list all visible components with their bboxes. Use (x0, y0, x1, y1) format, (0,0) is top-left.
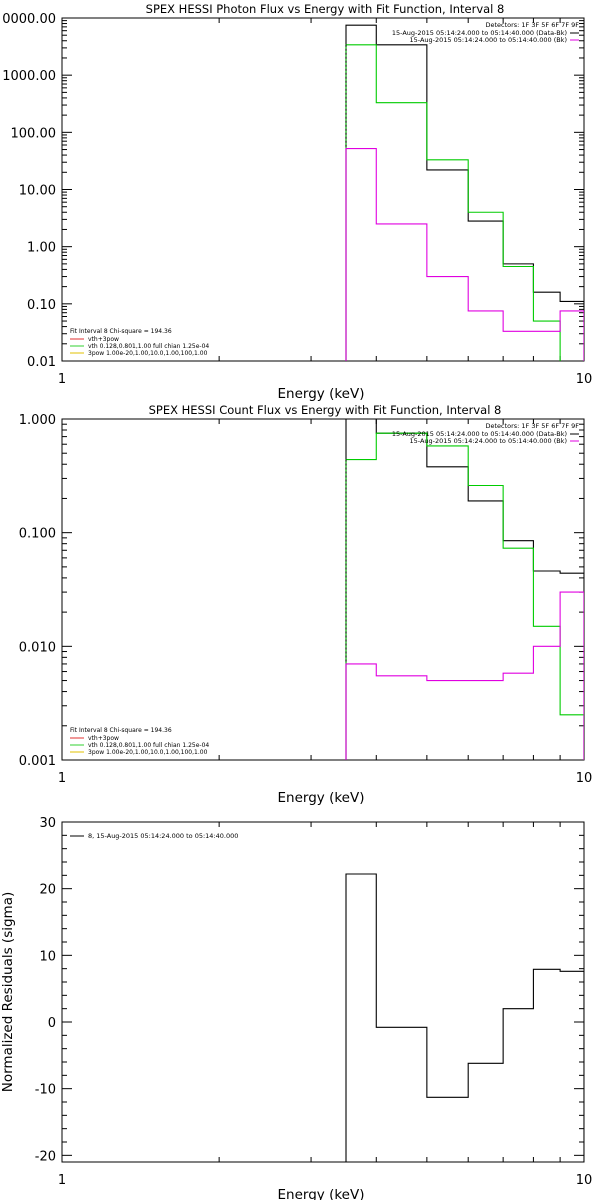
legend-left-entry: 3pow 1.00e-20,1.00,10.0,1.00,100,1.00 (88, 749, 208, 756)
legend-left-header: Fit Interval 8 Chi-square = 194.36 (70, 727, 172, 734)
legend-right-entry: 15-Aug-2015 05:14:24.000 to 05:14:40.000… (410, 437, 567, 445)
series-group (345, 419, 584, 760)
plot-frame (61, 821, 585, 1163)
legend-left-entry: vth+3pow (88, 735, 119, 742)
y-tick-label: 100.00 (11, 126, 57, 141)
y-tick-label: -20 (35, 1149, 56, 1164)
series-resid-line (345, 873, 584, 1162)
series-data-line (345, 419, 584, 760)
series-bk-line (345, 148, 584, 361)
y-tick-label: 20 (39, 883, 56, 898)
legend-left-entry: 3pow 1.00e-20,1.00,10.0,1.00,100,1.00 (88, 350, 208, 357)
legend-right-header: Detectors: 1F 3F 5F 6F 7F 9F (485, 21, 579, 29)
y-tick-label: 0 (48, 1016, 56, 1031)
series-group (345, 873, 584, 1162)
legend-left-entry: vth 0.128,0.801,1.00 full chian 1.25e-04 (88, 742, 209, 749)
legend-left-entry: 8, 15-Aug-2015 05:14:24.000 to 05:14:40.… (88, 832, 238, 840)
x-axis-label: Energy (keV) (278, 1187, 365, 1200)
y-tick-label: -10 (35, 1083, 56, 1098)
photon-flux-panel: SPEX HESSI Photon Flux vs Energy with Fi… (2, 2, 592, 402)
series-fit-line (345, 432, 584, 760)
series-group (345, 24, 584, 361)
series-data-line (345, 24, 584, 361)
series-bk-line (345, 591, 584, 760)
y-tick-label: 0.01 (27, 355, 56, 370)
series-fit-line (345, 44, 561, 361)
legend-right-entry: 15-Aug-2015 05:14:24.000 to 05:14:40.000… (392, 430, 567, 438)
y-tick-label: 0.001 (19, 754, 56, 769)
x-axis-label: Energy (keV) (278, 790, 365, 806)
y-axis-label: Normalized Residuals (sigma) (0, 892, 16, 1093)
y-tick-label: 0.10 (27, 298, 56, 313)
y-tick-label: 0.100 (19, 527, 56, 542)
x-tick-label: 1 (58, 1173, 66, 1188)
plot-frame (61, 17, 585, 362)
legend-right-header: Detectors: 1F 3F 5F 6F 7F 9F (485, 422, 579, 430)
y-tick-label: 0000.00 (2, 12, 56, 27)
chart-title: SPEX HESSI Count Flux vs Energy with Fit… (149, 403, 502, 417)
chart-title: SPEX HESSI Photon Flux vs Energy with Fi… (146, 2, 505, 16)
x-tick-label: 10 (576, 372, 593, 387)
residuals-panel: 1 10 Energy (keV) 30 20 10 0 -10 -20 Normalized R… (0, 816, 592, 1200)
legend-left-header: Fit Interval 8 Chi-square = 194.36 (70, 328, 172, 335)
y-tick-label: 1000.00 (2, 69, 56, 84)
plot-frame (61, 418, 585, 761)
x-axis-label: Energy (keV) (278, 386, 365, 402)
y-tick-label: 0.010 (19, 640, 56, 655)
x-tick-label: 10 (576, 1173, 593, 1188)
y-tick-label: 1.00 (27, 241, 56, 256)
x-tick-label: 1 (58, 372, 66, 387)
y-tick-label: 10 (39, 949, 56, 964)
y-tick-label: 10.00 (19, 184, 56, 199)
x-tick-label: 10 (576, 771, 593, 786)
legend-left-entry: vth+3pow (88, 336, 119, 343)
legend-right-entry: 15-Aug-2015 05:14:24.000 to 05:14:40.000… (410, 36, 567, 44)
y-tick-label: 30 (39, 816, 56, 831)
count-flux-panel: SPEX HESSI Count Flux vs Energy with Fit… (19, 403, 592, 806)
legend-right-entry: 15-Aug-2015 05:14:24.000 to 05:14:40.000… (392, 29, 567, 37)
y-tick-label: 1.000 (19, 413, 56, 428)
x-tick-label: 1 (58, 771, 66, 786)
legend-left-entry: vth 0.128,0.801,1.00 full chian 1.25e-04 (88, 343, 209, 350)
